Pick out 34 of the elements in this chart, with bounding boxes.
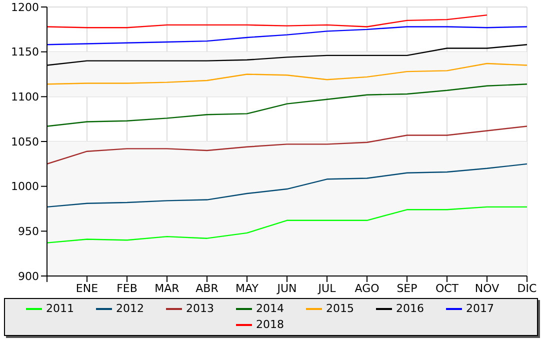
y-tick-label: 1150 xyxy=(11,46,39,59)
y-tick-label: 1100 xyxy=(11,90,39,104)
legend-label: 2012 xyxy=(116,302,144,316)
y-tick-label: 1000 xyxy=(11,180,39,194)
x-tick-label: ABR xyxy=(196,282,219,295)
y-tick-label: 1050 xyxy=(11,135,39,148)
line-series xyxy=(47,163,527,208)
x-tick-label: DIC xyxy=(517,282,538,295)
legend-label: 2013 xyxy=(186,302,214,316)
y-tick-label: 1200 xyxy=(11,0,39,14)
y-tick-label: 900 xyxy=(18,270,39,283)
line-series xyxy=(47,84,527,127)
x-tick-label: MAY xyxy=(236,282,259,295)
x-tick-label: ENE xyxy=(76,282,98,295)
x-tick-label: SEP xyxy=(396,282,418,295)
legend-label: 2014 xyxy=(256,302,284,316)
x-tick-label: MAR xyxy=(154,282,180,295)
line-series xyxy=(47,26,527,46)
legend-label: 2011 xyxy=(46,302,74,316)
x-tick-label: FEB xyxy=(116,282,138,295)
line-series xyxy=(47,206,527,244)
legend-label: 2016 xyxy=(396,302,424,316)
legend-label: 2017 xyxy=(466,302,494,316)
x-tick-label: JUL xyxy=(317,282,337,295)
line-series xyxy=(47,62,527,85)
line-series xyxy=(47,14,488,28)
x-tick-label: OCT xyxy=(435,282,459,295)
x-tick-label: JUN xyxy=(276,282,297,295)
legend-label: 2018 xyxy=(256,318,284,332)
legend-label: 2015 xyxy=(326,302,354,316)
x-tick-label: AGO xyxy=(354,282,380,295)
y-tick-label: 950 xyxy=(18,225,39,238)
line-series xyxy=(47,126,527,165)
x-tick-label: NOV xyxy=(474,282,500,295)
